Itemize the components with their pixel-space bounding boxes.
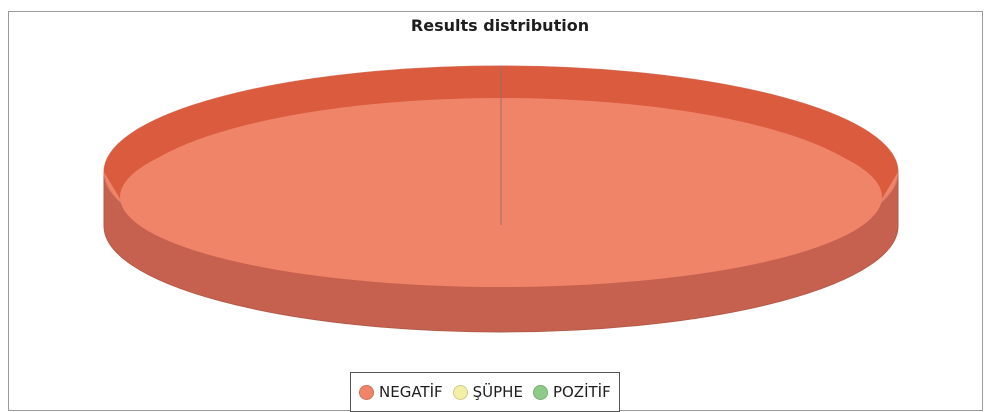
legend-swatch-suphe [452, 384, 468, 400]
legend-item-negatif[interactable]: NEGATİF [359, 383, 443, 401]
legend-swatch-negatif [359, 384, 374, 400]
pie-slices [103, 65, 899, 333]
legend-label-suphe: ŞÜPHE [472, 383, 523, 401]
legend-item-pozitif[interactable]: POZİTİF [532, 383, 611, 401]
legend-label-pozitif: POZİTİF [552, 383, 611, 401]
legend-swatch-pozitif [532, 384, 548, 400]
legend-item-suphe[interactable]: ŞÜPHE [452, 383, 523, 401]
chart-legend: NEGATİF ŞÜPHE POZİTİF [350, 372, 620, 412]
chart-title: Results distribution [410, 16, 590, 35]
pie-chart [103, 65, 899, 333]
legend-label-negatif: NEGATİF [379, 383, 443, 401]
pie-slice-negatif-rim [104, 66, 898, 203]
